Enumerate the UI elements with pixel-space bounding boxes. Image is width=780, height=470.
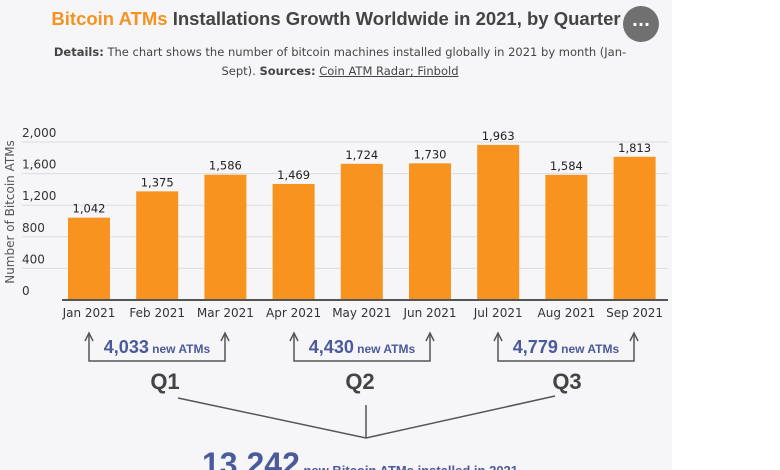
- x-tick-label: May 2021: [332, 306, 391, 320]
- x-tick-label: Jun 2021: [402, 306, 456, 320]
- x-tick-label: Jan 2021: [62, 306, 116, 320]
- quarter-label: Q1: [150, 369, 179, 394]
- y-tick-label: 400: [22, 252, 45, 266]
- details-label: Details:: [53, 45, 104, 59]
- bar: [136, 191, 179, 300]
- title-highlight: Bitcoin ATMs: [51, 8, 168, 29]
- details-text: The chart shows the number of bitcoin ma…: [103, 45, 627, 78]
- quarter-total: 4,033 new ATMs: [104, 337, 211, 357]
- y-axis-label: Number of Bitcoin ATMs: [3, 140, 17, 284]
- sources-link[interactable]: Coin ATM Radar; Finbold: [319, 64, 459, 78]
- quarter-bracket: [497, 334, 635, 362]
- bar: [68, 217, 110, 300]
- data-label: 1,469: [277, 168, 310, 182]
- y-tick-label: 800: [22, 221, 45, 235]
- title-rest: Installations Growth Worldwide in 2021, …: [167, 8, 621, 29]
- data-label: 1,963: [482, 129, 515, 143]
- bar: [272, 183, 315, 300]
- y-tick-label: 0: [22, 284, 30, 298]
- quarter-label: Q3: [552, 369, 581, 394]
- y-tick-label: 1,200: [22, 189, 56, 203]
- bar: [340, 163, 383, 300]
- sources-label: Sources:: [259, 64, 316, 78]
- data-label: 1,730: [414, 147, 447, 161]
- quarter-bracket: [293, 334, 431, 362]
- bar-chart: 0 400 800 1,200 1,600 2,000 Number of Bitcoin …: [3, 126, 668, 470]
- quarter-total: 4,779 new ATMs: [513, 337, 620, 357]
- x-tick-label: Feb 2021: [129, 306, 185, 320]
- bar: [613, 156, 656, 300]
- bar: [204, 174, 247, 300]
- summary-connector: [177, 395, 556, 439]
- infographic: Bitcoin ATMs Installations Growth Worldw…: [0, 6, 672, 470]
- y-tick-label: 2,000: [22, 126, 56, 140]
- data-label: 1,586: [209, 159, 242, 173]
- arrow-up-icon: [289, 331, 435, 342]
- data-label: 1,584: [550, 159, 583, 173]
- summary-total: 13,242 new Bitcoin ATMs installed in 202…: [202, 446, 518, 470]
- arrow-up-icon: [84, 331, 230, 342]
- data-label: 1,042: [73, 202, 106, 216]
- chart-title: Bitcoin ATMs Installations Growth Worldw…: [0, 8, 672, 30]
- arrow-up-icon: [493, 331, 639, 342]
- x-tick-label: Aug 2021: [538, 306, 596, 320]
- more-options-button[interactable]: ...: [623, 6, 659, 42]
- x-tick-label: Apr 2021: [266, 306, 321, 320]
- chart-details: Details: The chart shows the number of b…: [40, 43, 640, 81]
- quarter-total: 4,430 new ATMs: [309, 337, 416, 357]
- y-tick-label: 1,600: [22, 158, 56, 172]
- bar: [409, 163, 451, 300]
- quarter-bracket: [88, 334, 226, 362]
- x-tick-label: Mar 2021: [197, 306, 254, 320]
- data-label: 1,375: [141, 175, 174, 189]
- quarter-label: Q2: [345, 369, 374, 394]
- x-tick-label: Sep 2021: [606, 306, 663, 320]
- bar: [545, 174, 588, 300]
- data-label: 1,813: [618, 141, 651, 155]
- data-label: 1,724: [345, 148, 378, 162]
- bar: [477, 144, 520, 300]
- x-tick-label: Jul 2021: [473, 306, 523, 320]
